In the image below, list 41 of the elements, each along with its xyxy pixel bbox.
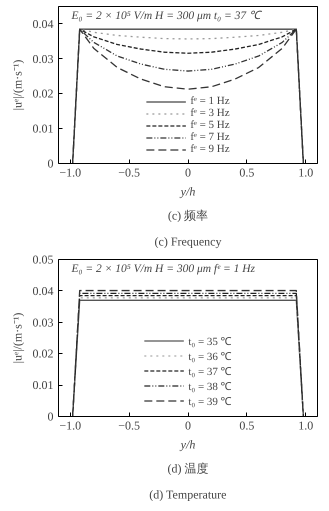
x-tick-label: 0 [185, 418, 191, 432]
annotation: E₀ = 2 × 10⁵ V/m H = 300 μm t₀ = 37 ℃ [70, 10, 263, 22]
y-tick-label: 0.04 [32, 16, 54, 31]
legend-label: fᵉ = 5 Hz [190, 119, 230, 131]
text: (d) Temperature [149, 488, 227, 502]
legend-label: fᵉ = 3 Hz [190, 107, 230, 119]
y-tick-label: 0.03 [32, 52, 54, 66]
legend-label: fᵉ = 9 Hz [190, 143, 230, 155]
legend-label: t₀ = 37 ℃ [188, 365, 232, 378]
y-tick-label: 0.05 [32, 252, 54, 266]
legend-label: fᵉ = 7 Hz [190, 131, 230, 143]
legend-label: t₀ = 36 ℃ [188, 350, 232, 363]
x-tick-label: 0 [185, 166, 191, 180]
x-tick-label: −1.0 [59, 166, 82, 180]
legend-label: t₀ = 39 ℃ [188, 395, 232, 408]
legend-label: t₀ = 35 ℃ [188, 335, 232, 348]
y-tick-label: 0.01 [32, 122, 54, 136]
y-tick-label: 0.01 [32, 378, 54, 392]
y-tick-label: 0.03 [32, 315, 54, 330]
y-tick-label: 0.02 [32, 86, 54, 101]
x-tick-label: 0.5 [239, 166, 254, 180]
x-tick-label: −0.5 [118, 418, 140, 432]
y-tick-label: 0 [48, 410, 54, 424]
x-tick-label: 1.0 [298, 166, 314, 180]
x-axis-title: y/h [180, 184, 196, 198]
annotation: E₀ = 2 × 10⁵ V/m H = 300 μm fᵉ = 1 Hz [70, 263, 256, 276]
y-tick-label: 0 [48, 156, 54, 170]
legend-label: fᵉ = 1 Hz [190, 95, 230, 107]
text: (c) Frequency [154, 234, 222, 248]
y-axis-title: |uᵉ|/(m·s⁻¹) [10, 60, 24, 110]
text: (d) 温度 [168, 462, 209, 476]
x-tick-label: −1.0 [59, 418, 82, 432]
y-tick-label: 0.02 [32, 346, 54, 361]
legend-label: t₀ = 38 ℃ [188, 380, 232, 393]
y-axis-title: |uᵉ|/(m·s⁻¹) [10, 312, 24, 364]
x-tick-label: −0.5 [118, 166, 140, 180]
text: (c) 频率 [168, 208, 208, 222]
y-tick-label: 0.04 [32, 284, 54, 298]
x-tick-label: 1.0 [298, 418, 314, 432]
x-tick-label: 0.5 [239, 418, 254, 432]
x-axis-title: y/h [180, 438, 196, 452]
